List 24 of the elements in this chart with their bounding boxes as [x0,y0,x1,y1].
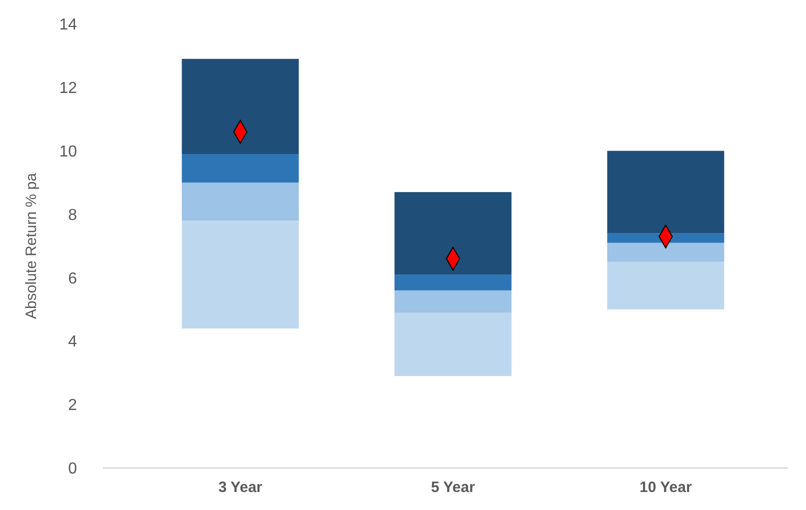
bar [394,290,512,313]
bar [182,182,299,221]
y-tick-label: 0 [68,460,78,478]
y-tick-label: 10 [59,143,78,160]
bar [394,192,512,275]
x-tick-label: 10 Year [640,479,692,496]
bar [182,154,299,183]
y-tick-label: 8 [68,206,78,224]
bar [607,242,724,262]
bar [607,233,724,243]
bar [394,274,512,290]
y-axis-title: Absolute Return % pa [23,172,40,319]
y-tick-label: 14 [59,16,78,34]
y-tick-label: 4 [68,334,78,351]
bar [607,262,724,310]
bar [607,150,724,234]
y-tick-label: 6 [68,270,78,288]
x-tick-label: 5 Year [431,479,476,496]
bar [182,220,299,328]
y-tick-label: 12 [59,80,78,98]
y-tick-label: 2 [68,397,78,414]
bar [182,58,299,154]
x-tick-label: 3 Year [218,479,262,496]
bar [394,312,512,376]
